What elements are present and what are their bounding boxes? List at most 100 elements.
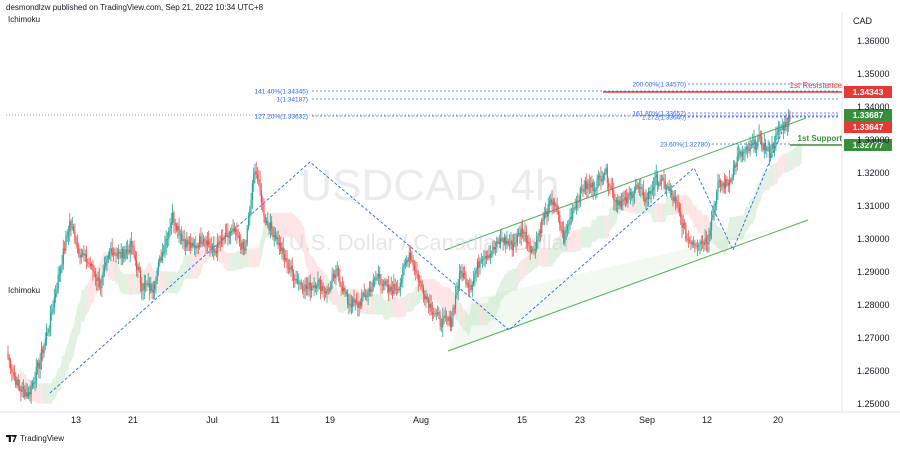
cloud-segment <box>338 294 340 313</box>
cloud-segment <box>466 310 468 334</box>
candle-body <box>79 253 81 258</box>
cloud-segment <box>221 244 223 264</box>
candle-body <box>411 259 413 261</box>
candle-body <box>145 283 147 285</box>
candle-body <box>87 262 89 264</box>
cloud-segment <box>595 215 598 242</box>
candle-body <box>48 328 50 333</box>
cloud-segment <box>42 383 45 404</box>
candle-body <box>370 288 372 293</box>
candle-body <box>516 234 518 243</box>
cloud-segment <box>199 249 202 275</box>
cloud-segment <box>159 270 162 293</box>
cloud-segment <box>535 248 537 268</box>
candle-body <box>475 270 477 274</box>
candle-body <box>515 242 517 244</box>
candle-body <box>564 231 566 243</box>
cloud-segment <box>691 199 693 223</box>
indicator-label-lower[interactable]: Ichimoku <box>8 286 41 295</box>
candle-body <box>570 216 572 219</box>
cloud-segment <box>518 261 521 285</box>
x-tick-label: 23 <box>575 415 585 425</box>
candle-body <box>62 248 64 265</box>
candle-body <box>242 241 244 250</box>
candle-body <box>143 283 145 290</box>
candle-body <box>542 220 544 222</box>
candle-body <box>206 240 208 246</box>
cloud-segment <box>777 157 779 183</box>
candle-body <box>685 225 687 240</box>
candle-body <box>336 268 338 270</box>
candle-body <box>186 239 188 248</box>
candle-body <box>577 200 579 202</box>
cloud-segment <box>667 195 670 216</box>
indicator-label[interactable]: Ichimoku <box>8 15 41 24</box>
y-tick-label: 1.32000 <box>857 168 890 178</box>
candle-body <box>574 207 576 209</box>
cloud-segment <box>138 274 140 295</box>
candle-body <box>21 386 23 392</box>
candle-body <box>581 188 583 190</box>
candle-body <box>237 235 239 237</box>
cloud-segment <box>472 303 474 326</box>
cloud-segment <box>305 236 307 269</box>
candle-body <box>195 245 197 249</box>
cloud-segment <box>113 257 115 281</box>
cloud-segment <box>698 210 701 234</box>
candle-body <box>376 277 378 280</box>
tradingview-logo[interactable]: TradingView <box>6 434 64 443</box>
cloud-segment <box>491 296 494 321</box>
channel-upper-line <box>444 117 807 251</box>
cloud-segment <box>460 303 463 327</box>
candle-body <box>45 332 48 340</box>
candle-body <box>303 290 305 292</box>
candle-body <box>758 134 760 140</box>
candle-body <box>457 286 459 293</box>
cloud-segment <box>770 164 773 187</box>
cloud-segment <box>278 213 280 238</box>
candle-body <box>244 249 246 251</box>
candle-body <box>274 234 277 240</box>
cloud-segment <box>511 268 513 293</box>
cloud-segment <box>395 297 397 318</box>
candle-body <box>739 151 741 155</box>
cloud-segment <box>651 193 653 222</box>
cloud-segment <box>334 285 337 305</box>
cloud-segment <box>37 383 39 404</box>
cloud-segment <box>773 163 775 187</box>
candle-body <box>224 232 226 240</box>
candle-body <box>127 249 129 251</box>
candle-body <box>596 179 598 190</box>
cloud-segment <box>333 285 335 305</box>
cloud-segment <box>680 195 683 215</box>
candle-body <box>312 286 314 288</box>
cloud-segment <box>383 298 385 321</box>
candle-body <box>290 265 292 270</box>
candle-body <box>718 180 720 183</box>
candle-body <box>17 379 19 387</box>
cloud-segment <box>498 286 500 309</box>
cloud-segment <box>606 215 608 239</box>
candle-body <box>276 237 278 240</box>
candle-body <box>250 199 252 210</box>
candle-body <box>136 260 138 270</box>
candle-body <box>60 267 62 274</box>
cloud-segment <box>729 216 731 241</box>
candle-body <box>227 232 229 238</box>
candle-body <box>205 240 207 246</box>
candle-body <box>184 241 187 248</box>
candle-body <box>223 238 225 240</box>
cloud-segment <box>757 180 760 208</box>
candle-body <box>142 289 144 291</box>
cloud-segment <box>127 274 130 295</box>
cloud-segment <box>759 179 761 203</box>
cloud-segment <box>64 347 67 379</box>
candle-body <box>325 291 327 294</box>
cloud-segment <box>392 297 394 318</box>
candle-body <box>211 245 214 248</box>
cloud-segment <box>375 294 378 315</box>
cloud-segment <box>602 215 604 239</box>
cloud-segment <box>610 207 612 231</box>
cloud-segment <box>248 248 250 268</box>
